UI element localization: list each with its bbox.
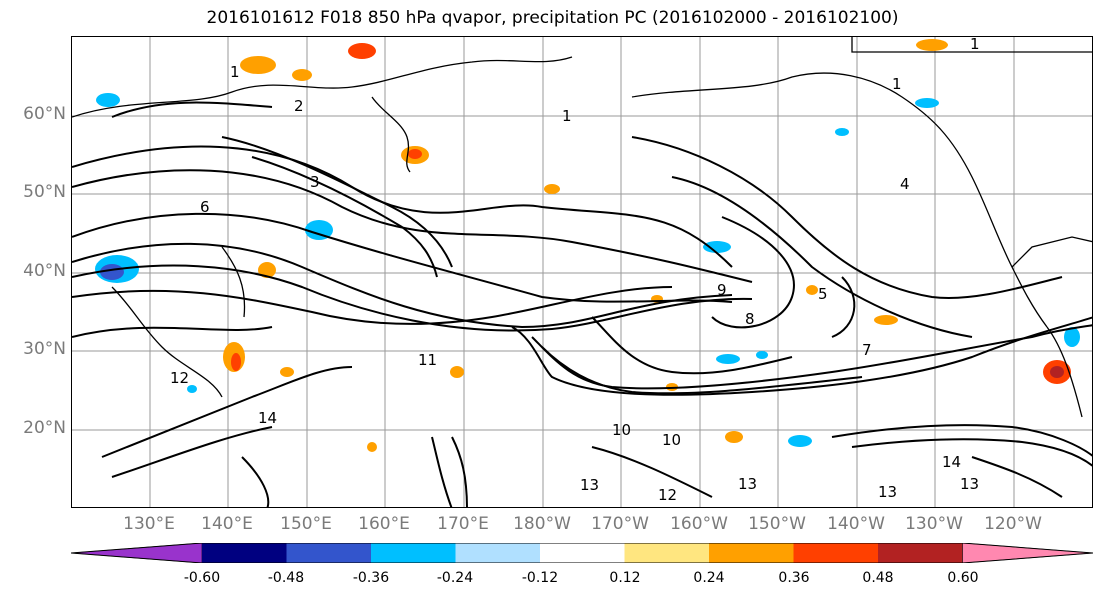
colorbar-tick: -0.12 [521, 570, 559, 586]
colorbar-tick: 0.12 [609, 570, 641, 586]
contour-label: 3 [310, 173, 320, 191]
colorbar-svg [70, 542, 1094, 564]
contour-label: 2 [294, 97, 304, 115]
lat-label-50n: 50°N [23, 182, 66, 202]
lon-label-170e: 170°E [437, 514, 489, 534]
lon-label-130w: 130°W [905, 514, 963, 534]
colorbar-tick: 0.24 [693, 570, 725, 586]
lon-label-160e: 160°E [358, 514, 410, 534]
contour-label: 13 [878, 483, 897, 501]
map-canvas: 1 1 1 1 2 3 4 5 6 7 8 9 11 12 13 13 13 1… [72, 37, 1092, 507]
contour-label: 14 [942, 453, 961, 471]
gridlines [72, 37, 1092, 507]
colorbar-bin [286, 543, 371, 563]
colorbar-bin [878, 543, 963, 563]
colorbar-bin [793, 543, 878, 563]
contour-label: 1 [562, 107, 572, 125]
colorbar-bin [709, 543, 794, 563]
lat-label-60n: 60°N [23, 104, 66, 124]
colorbar-bin [540, 543, 625, 563]
colorbar-tick: 0.48 [862, 570, 894, 586]
colorbar-tick: -0.48 [267, 570, 305, 586]
colorbar-extend-min [70, 542, 203, 564]
lat-label-30n: 30°N [23, 339, 66, 359]
contour-label: 1 [892, 75, 902, 93]
colorbar-extend-max [962, 542, 1094, 564]
contour-label: 4 [900, 175, 910, 193]
colorbar-tick: -0.60 [183, 570, 221, 586]
colorbar-bin [202, 543, 287, 563]
lon-label-130e: 130°E [123, 514, 175, 534]
contour-label: 12 [658, 486, 677, 504]
contour-label: 13 [960, 475, 979, 493]
lat-label-20n: 20°N [23, 418, 66, 438]
contour-lines [72, 101, 1092, 507]
lon-label-140w: 140°W [827, 514, 885, 534]
contour-label: 13 [738, 475, 757, 493]
contour-label: 13 [580, 476, 599, 494]
colorbar-tick: 0.60 [947, 570, 979, 586]
contour-label: 7 [862, 341, 872, 359]
contour-label: 9 [717, 281, 727, 299]
lat-label-40n: 40°N [23, 261, 66, 281]
contour-label: 11 [418, 351, 437, 369]
contour-label: 14 [258, 409, 277, 427]
contour-label: 6 [200, 198, 210, 216]
lon-label-120w: 120°W [984, 514, 1042, 534]
map-panel: 1 1 1 1 2 3 4 5 6 7 8 9 11 12 13 13 13 1… [71, 36, 1093, 508]
contour-label: 5 [818, 285, 828, 303]
contour-label: 1 [230, 63, 240, 81]
contour-label: 1 [970, 37, 980, 53]
coastlines [72, 37, 1092, 418]
contour-label: 10 [612, 421, 631, 439]
contour-label: 8 [745, 310, 755, 328]
lon-label-150e: 150°E [280, 514, 332, 534]
lon-label-180w: 180°W [513, 514, 571, 534]
colorbar [70, 542, 1094, 564]
contour-label: 10 [662, 431, 681, 449]
lon-label-150w: 150°W [748, 514, 806, 534]
colorbar-tick: -0.36 [352, 570, 390, 586]
lon-label-170w: 170°W [591, 514, 649, 534]
contour-labels: 1 1 1 1 2 3 4 5 6 7 8 9 11 12 13 13 13 1… [170, 37, 980, 504]
colorbar-bin [455, 543, 540, 563]
colorbar-bin [371, 543, 456, 563]
lon-label-160w: 160°W [670, 514, 728, 534]
contour-label: 12 [170, 369, 189, 387]
lon-label-140e: 140°E [201, 514, 253, 534]
map-title: 2016101612 F018 850 hPa qvapor, precipit… [206, 8, 899, 28]
colorbar-bin [624, 543, 709, 563]
precip-patches [95, 39, 1080, 452]
colorbar-tick: 0.36 [778, 570, 810, 586]
colorbar-tick: -0.24 [436, 570, 474, 586]
